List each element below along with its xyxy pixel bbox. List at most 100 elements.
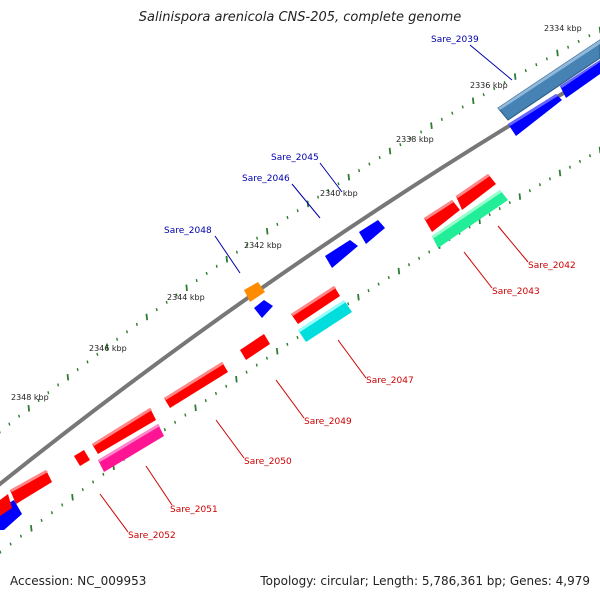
gene-feature[interactable] <box>298 300 352 342</box>
tick-mark <box>0 550 2 554</box>
tick-mark <box>116 337 119 341</box>
map-title: Salinispora arenicola CNS-205, complete … <box>138 10 462 25</box>
tick-mark <box>50 511 53 515</box>
gene-feature[interactable] <box>359 220 385 244</box>
tick-mark <box>388 147 392 155</box>
gene-label[interactable]: Sare_2048 <box>164 226 212 236</box>
tick-mark <box>513 73 517 80</box>
gene-label[interactable]: Sare_2045 <box>271 153 319 163</box>
gene-feature[interactable] <box>10 470 52 504</box>
tick-mark <box>61 503 64 507</box>
tick-mark <box>165 300 168 304</box>
tick-mark <box>8 422 11 426</box>
gene-feature[interactable] <box>560 60 600 98</box>
tick-mark <box>399 143 402 147</box>
tick-mark <box>440 117 443 121</box>
kbp-label: 2334 kbp <box>544 24 582 33</box>
gene-label[interactable]: Sare_2047 <box>366 376 414 386</box>
gene-feature[interactable] <box>508 94 562 136</box>
tick-mark <box>296 209 299 213</box>
kbp-label: 2340 kbp <box>320 189 358 198</box>
gene-feature[interactable] <box>0 494 12 516</box>
gene-feature[interactable] <box>74 450 90 466</box>
gene-label[interactable]: Sare_2043 <box>492 287 540 297</box>
kbp-label: 2342 kbp <box>244 241 282 250</box>
tick-mark <box>102 472 105 476</box>
upper-tick-track <box>0 26 600 434</box>
tick-mark <box>255 363 258 367</box>
gene-feature[interactable] <box>432 190 508 248</box>
gene-feature[interactable] <box>291 286 340 324</box>
tick-mark <box>518 193 522 200</box>
tick-mark <box>337 182 340 186</box>
tick-mark <box>66 373 70 381</box>
tick-mark <box>205 271 208 275</box>
tick-mark <box>245 370 248 374</box>
gene-label[interactable]: Sare_2050 <box>244 457 292 467</box>
kbp-label: 2338 kbp <box>396 135 434 144</box>
gene-feature[interactable] <box>456 174 496 210</box>
accession-text: Accession: NC_009953 <box>10 574 147 588</box>
tick-mark <box>568 165 572 169</box>
tick-mark <box>397 267 401 275</box>
gene-feature[interactable] <box>98 424 164 472</box>
tick-mark <box>418 256 421 260</box>
tick-mark <box>508 201 511 205</box>
gene-label[interactable]: Sare_2039 <box>431 35 479 45</box>
gene-label[interactable]: Sare_2052 <box>128 531 176 541</box>
tick-mark <box>184 413 187 417</box>
tick-mark <box>286 342 289 346</box>
tick-mark <box>30 525 33 532</box>
tick-mark <box>145 313 149 321</box>
gene-feature[interactable] <box>254 300 273 318</box>
tick-mark <box>155 308 158 312</box>
tick-mark <box>194 404 197 412</box>
kbp-label: 2344 kbp <box>167 293 205 302</box>
tick-mark <box>358 169 361 173</box>
tick-mark <box>265 227 269 235</box>
gene-label[interactable]: Sare_2051 <box>170 505 218 515</box>
tick-mark <box>387 276 390 280</box>
tick-mark <box>578 159 582 163</box>
gene-feature[interactable] <box>244 282 265 302</box>
kbp-label: 2346 kbp <box>89 344 127 353</box>
tick-mark <box>40 518 43 523</box>
tick-mark <box>528 189 531 193</box>
gene-feature[interactable] <box>240 334 270 360</box>
tick-mark <box>275 347 279 355</box>
gene-label[interactable]: Sare_2042 <box>528 261 576 271</box>
label-lines <box>99 44 529 533</box>
tick-mark <box>567 45 570 49</box>
gene-feature[interactable] <box>424 200 460 232</box>
tick-mark <box>407 263 411 267</box>
tick-mark <box>367 289 370 293</box>
gene-label[interactable]: Sare_2049 <box>304 417 352 427</box>
tick-mark <box>174 420 177 424</box>
tick-mark <box>225 255 229 263</box>
gene-feature[interactable] <box>497 39 600 121</box>
tick-mark <box>503 81 506 85</box>
tick-mark <box>556 49 559 57</box>
gene-feature[interactable] <box>164 362 228 408</box>
tick-mark <box>47 391 50 395</box>
gene-label[interactable]: Sare_2046 <box>242 174 290 184</box>
tick-mark <box>57 383 60 387</box>
tick-mark <box>461 105 464 109</box>
tick-mark <box>96 352 99 356</box>
tick-mark <box>296 335 299 340</box>
tick-mark <box>357 293 360 301</box>
tick-mark <box>37 398 40 403</box>
gene-feature[interactable] <box>92 408 156 454</box>
gene-feature[interactable] <box>325 240 358 268</box>
tick-mark <box>235 250 238 254</box>
tick-mark <box>535 63 538 67</box>
tick-mark <box>76 368 79 372</box>
tick-mark <box>135 322 138 326</box>
kbp-label: 2336 kbp <box>470 81 508 90</box>
tick-mark <box>347 173 351 181</box>
tick-mark <box>347 302 350 306</box>
tick-mark <box>276 222 279 226</box>
tick-mark <box>245 243 249 247</box>
tick-mark <box>195 279 198 283</box>
